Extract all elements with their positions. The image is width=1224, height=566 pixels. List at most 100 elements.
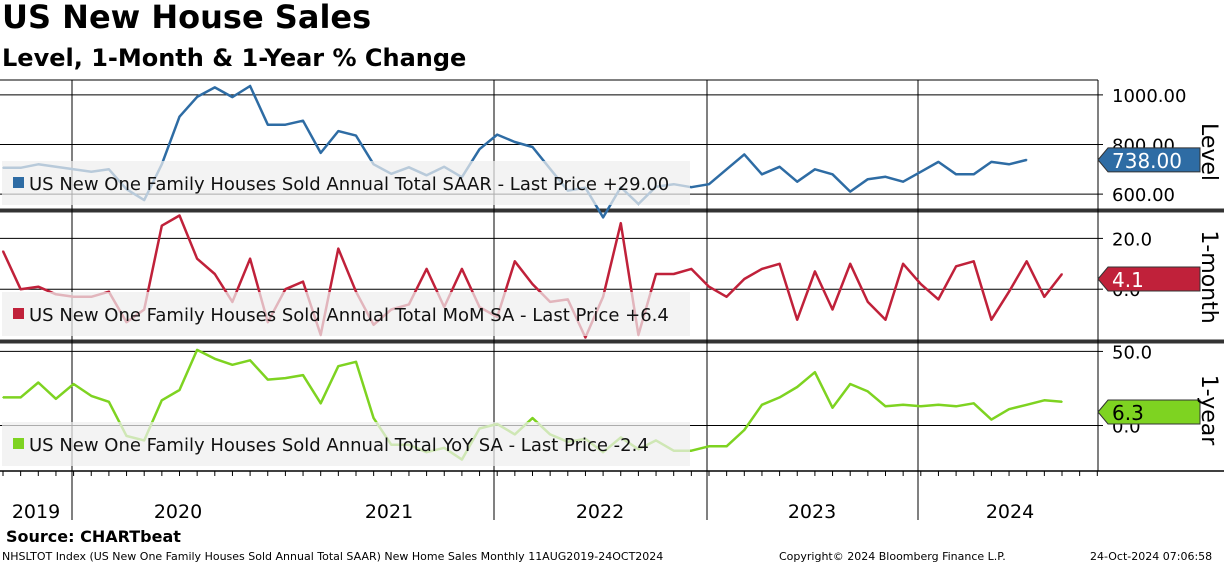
level-point [302,119,304,122]
mom-point [778,263,781,265]
yoy-point [761,403,763,406]
level-point [849,190,851,193]
mom-point [972,260,975,263]
level-point [355,134,357,137]
yoy-point [1061,401,1063,403]
level-point [708,183,710,185]
yoy-last-value-label: 6.3 [1112,401,1144,425]
mom-point [867,301,869,303]
level-point [266,123,269,126]
level-point [319,152,322,154]
mom-point [831,308,834,311]
yoy-point [1043,399,1046,402]
mom-point [37,285,40,288]
yoy-point [955,405,957,408]
mom-point [584,336,587,339]
mom-point [1008,290,1010,293]
level-point [761,173,763,176]
level-point [902,180,904,183]
mom-point [725,296,728,298]
mom-legend-box [2,292,690,336]
x-tick-label: 2020 [154,501,202,523]
copyright-label: Copyright© 2024 Bloomberg Finance L.P. [779,550,1006,563]
mom-point [531,283,534,285]
y-tick-label: 600.00 [1112,185,1175,206]
mom-point [178,214,181,217]
yoy-point [531,417,534,419]
mom-point [708,285,710,288]
yoy-point [972,402,975,405]
yoy-legend-text: US New One Family Houses Sold Annual Tot… [29,435,649,456]
level-point [531,146,534,148]
yoy-point [849,383,851,385]
mom-point [796,318,799,321]
mom-point [955,265,957,268]
level-point [478,148,481,151]
mom-point [214,273,216,275]
level-point [867,178,869,181]
mom-point [196,257,198,260]
yoy-last-value-tag [1097,399,1201,425]
mom-point [461,268,463,270]
yoy-point [831,406,834,409]
mom-point [672,273,675,275]
y-tick-label: 1000.00 [1112,86,1186,107]
yoy-point [814,371,816,373]
yoy-point [72,383,75,385]
yoy-point [708,445,710,448]
level-point [920,170,922,173]
yoy-point [778,396,781,399]
yoy-panel-label: 1-year [1196,375,1221,447]
yoy-point [196,349,198,351]
mom-point [743,278,746,280]
yoy-point [302,374,304,376]
yoy-point [355,360,357,363]
yoy-point [920,405,922,408]
level-point [178,115,181,118]
timestamp-label: 24-Oct-2024 07:06:58 [1090,550,1213,563]
mom-point [655,273,657,275]
level-legend-box [2,161,690,205]
level-point [1008,163,1010,166]
level-point [690,186,693,188]
chart-subtitle: Level, 1-Month & 1-Year % Change [2,44,467,72]
yoy-point [319,402,322,405]
yoy-point [178,389,181,391]
mom-point [920,283,922,285]
level-point [214,86,216,89]
yoy-point [1008,408,1010,411]
level-point [831,173,834,176]
yoy-point [937,403,940,406]
mom-point [284,288,287,291]
mom-point [514,260,516,263]
level-legend-swatch [13,177,24,188]
yoy-point [161,399,163,402]
mom-point [249,257,251,260]
yoy-point [690,449,693,452]
mom-point [990,318,993,321]
x-tick-label: 2024 [986,501,1034,523]
mom-point [849,263,851,265]
y-tick-label: 20.0 [1112,229,1152,250]
level-point [231,96,234,98]
mom-point [302,280,304,283]
y-tick-label: 50.0 [1112,342,1152,363]
level-point [496,133,499,136]
mom-point [2,250,4,252]
index-description: NHSLTOT Index (US New One Family Houses … [2,550,664,563]
mom-last-value-label: 4.1 [1112,268,1144,292]
source-label: Source: CHARTbeat [6,527,181,546]
yoy-point [249,359,251,362]
level-point [796,180,799,183]
mom-point [814,270,816,273]
level-point [743,153,746,156]
yoy-point [266,378,269,381]
yoy-point [743,429,746,431]
yoy-point [19,396,22,399]
yoy-legend-box [2,422,690,466]
yoy-point [796,386,799,388]
x-tick-label: 2021 [365,501,413,523]
level-point [937,161,940,163]
level-point [284,123,287,126]
